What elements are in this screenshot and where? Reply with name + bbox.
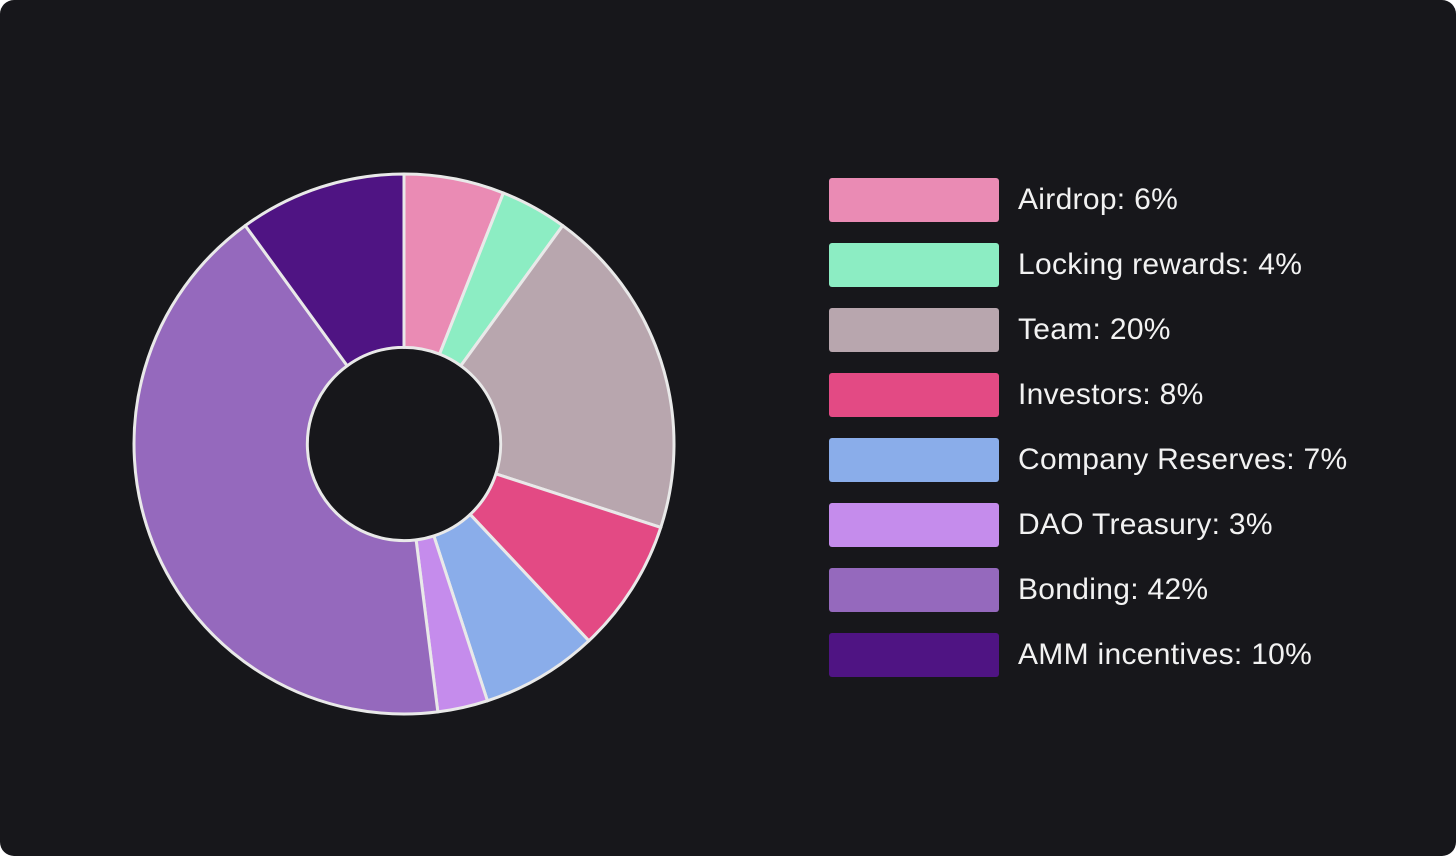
legend-label: Bonding: 42% [1018,573,1209,606]
donut-slice-bonding [132,224,440,716]
legend-swatch [829,633,999,677]
donut-chart [132,172,676,716]
legend-item-airdrop: Airdrop: 6% [829,178,1347,222]
legend-label: Investors: 8% [1018,378,1204,411]
legend-item-bonding: Bonding: 42% [829,568,1347,612]
donut-slice-amm-incentives [243,172,406,368]
legend-swatch [829,243,999,287]
legend-swatch [829,438,999,482]
legend-label: Airdrop: 6% [1018,183,1179,216]
legend-label: Company Reserves: 7% [1018,443,1348,476]
legend-swatch [829,503,999,547]
chart-legend: Airdrop: 6% Locking rewards: 4% Team: 20% I… [829,178,1347,698]
legend-label: AMM incentives: 10% [1018,638,1313,671]
legend-swatch [829,178,999,222]
legend-item-amm-incentives: AMM incentives: 10% [829,633,1347,677]
legend-swatch [829,568,999,612]
legend-label: Team: 20% [1018,313,1171,346]
legend-item-locking-rewards: Locking rewards: 4% [829,243,1347,287]
legend-item-company-reserves: Company Reserves: 7% [829,438,1347,482]
legend-swatch [829,373,999,417]
legend-item-investors: Investors: 8% [829,373,1347,417]
legend-item-team: Team: 20% [829,308,1347,352]
legend-label: Locking rewards: 4% [1018,248,1303,281]
legend-item-dao-treasury: DAO Treasury: 3% [829,503,1347,547]
legend-swatch [829,308,999,352]
donut-slice-team [459,224,676,529]
legend-label: DAO Treasury: 3% [1018,508,1273,541]
